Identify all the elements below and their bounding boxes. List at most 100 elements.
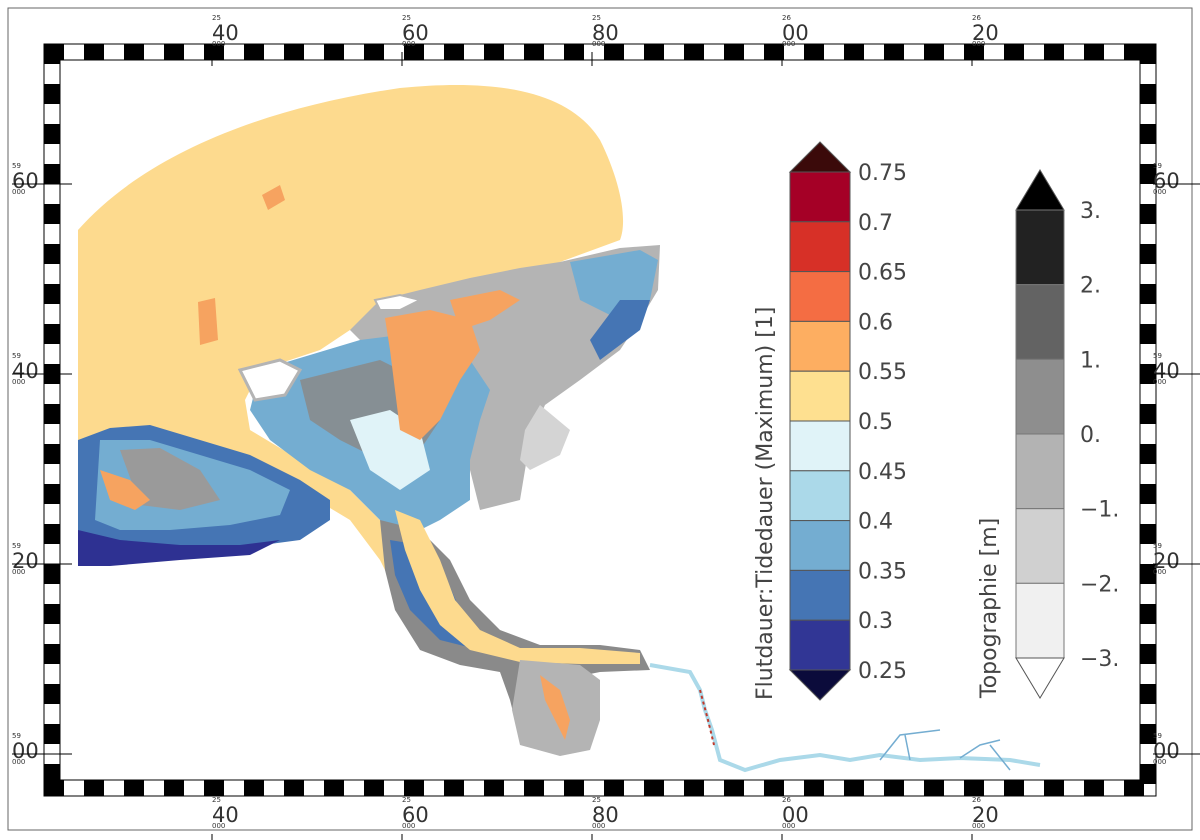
grid-label-main: 80 [592,21,619,45]
border-cell [684,44,704,60]
grid-label-prefix: 25 [402,14,411,22]
flut-color-box [789,420,851,472]
flut-under-triangle [788,669,852,701]
border-cell [44,524,60,544]
grid-label-suffix: 000 [402,40,415,48]
border-cell [524,44,544,60]
grid-label-suffix: 000 [782,40,795,48]
grid-label-main: 20 [972,21,999,45]
border-cell [1140,564,1156,584]
grid-label-main: 40 [212,803,239,827]
grid-label-suffix: 000 [1153,568,1166,576]
border-cell [444,780,464,796]
topo-tick-labels: 3. 2. 1. 0. −1. −2. −3. [1080,199,1119,672]
border-cell [84,780,104,796]
border-cell [644,44,664,60]
flut-tick-label: 0.55 [858,360,907,385]
border-cell [44,124,60,144]
border-cell [1140,124,1156,144]
border-cell [244,780,264,796]
border-cell [1044,780,1064,796]
channel-main [385,310,480,440]
border-cell [284,780,304,796]
border-cell [764,780,784,796]
border-cell [924,780,944,796]
channel-patch-1 [198,298,218,345]
grid-label-prefix: 25 [212,14,221,22]
border-cell [124,780,144,796]
island [373,293,423,311]
topo-tick-label: −2. [1080,572,1119,597]
flut-tick-label: 0.25 [858,659,907,684]
shoal-left-gray [120,448,220,510]
topo-tick-label: 3. [1080,199,1101,224]
flut-color-box [789,569,851,621]
border-cell [1140,644,1156,664]
flut-color-box [789,619,851,671]
grid-label-main: 00 [1153,739,1180,763]
grid-label-suffix: 000 [972,40,985,48]
border-cell [404,780,424,796]
topo-legend-title: Topographie [m] [977,518,1002,699]
grid-label-main: 40 [212,21,239,45]
grid-label-prefix: 26 [782,14,791,22]
border-cell [84,44,104,60]
border-cell [204,44,224,60]
grid-label-prefix: 59 [1153,732,1162,740]
border-cell [324,44,344,60]
topo-under-triangle [1015,657,1065,699]
border-cell [404,44,424,60]
flut-tick-label: 0.75 [858,161,907,186]
border-cell [1140,684,1156,704]
channel-patch-2 [262,185,285,210]
island-left [237,358,303,402]
border-cell [1004,44,1024,60]
river-tributary-2 [959,739,1001,759]
flut-tick-label: 0.6 [858,310,893,335]
border-cell [604,44,624,60]
border-cell [204,780,224,796]
topo-color-box [1015,284,1065,360]
border-cell [1124,44,1144,60]
border-cell [44,564,60,584]
border-cell [564,780,584,796]
topo-tick-label: 1. [1080,348,1101,373]
border-cell [1124,780,1144,796]
border-cell [1140,764,1156,784]
border-cell [724,780,744,796]
grid-label-main: 60 [12,169,39,193]
shoal-left-dark [78,530,280,566]
river-tributary-1 [879,729,941,761]
border-cell [44,484,60,504]
border-cell [1140,724,1156,744]
border-cell [44,764,60,784]
border-cell [1140,164,1156,184]
border-cell [44,404,60,424]
legend-flutdauer: 0.750.70.650.60.550.50.450.40.350.30.25 … [753,141,907,701]
border-cell [1140,324,1156,344]
flut-tick-label: 0.4 [858,510,893,535]
border-cell [644,780,664,796]
grid-label-suffix: 000 [1153,188,1166,196]
border-cell [884,44,904,60]
topo-tick-label: −3. [1080,647,1119,672]
border-cell [124,44,144,60]
grid-label-main: 00 [782,21,809,45]
topo-tick-label: 0. [1080,423,1101,448]
river-tributary-4 [904,734,911,761]
legend-topographie: 3. 2. 1. 0. −1. −2. −3. Topographie [m] [977,169,1119,699]
topo-tick-label: 2. [1080,274,1101,299]
border-cell [844,44,864,60]
border-cell [1084,44,1104,60]
border-cell [1084,780,1104,796]
border-cell [484,780,504,796]
topo-color-box [1015,582,1065,659]
border-cell [244,44,264,60]
grid-label-suffix: 000 [12,188,25,196]
border-cell [604,780,624,796]
grid-label-suffix: 000 [212,40,225,48]
grid-label-prefix: 26 [972,14,981,22]
grid-label-suffix: 000 [1153,758,1166,766]
